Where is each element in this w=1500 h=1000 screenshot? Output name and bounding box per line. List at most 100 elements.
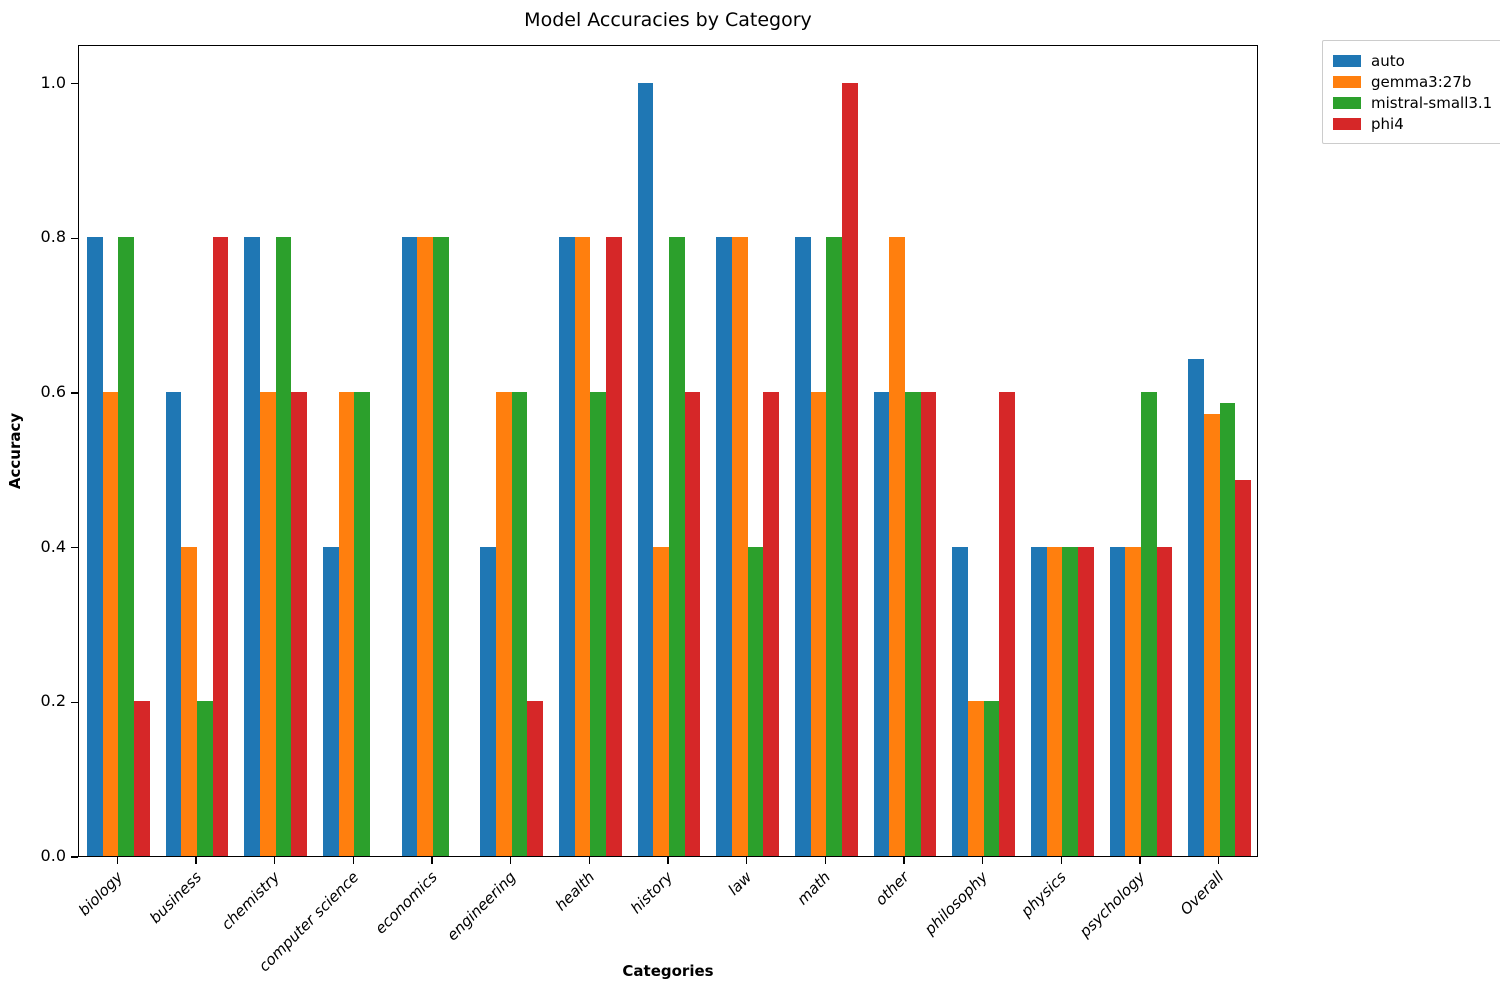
bar-group xyxy=(472,46,551,856)
x-tick-label: law xyxy=(724,868,756,899)
y-tick-mark xyxy=(71,82,78,85)
bar xyxy=(275,237,292,856)
x-tick-mark xyxy=(1139,857,1141,864)
bar xyxy=(102,392,119,856)
y-tick-mark xyxy=(71,392,78,394)
bar xyxy=(842,82,858,856)
bar xyxy=(511,392,528,856)
y-tick-mark xyxy=(71,701,78,704)
y-tick-label: 0.8 xyxy=(40,227,66,247)
bar xyxy=(873,392,890,856)
bar xyxy=(1046,546,1063,856)
bar xyxy=(684,392,701,856)
x-tick-mark xyxy=(824,857,827,864)
x-tick-mark xyxy=(903,857,905,864)
legend-item[interactable]: mistral-small3.1 xyxy=(1333,92,1492,113)
bar-group xyxy=(1023,46,1102,856)
x-tick-label: Overall xyxy=(1176,868,1228,919)
legend-item[interactable]: phi4 xyxy=(1333,113,1492,134)
bar-group xyxy=(158,46,237,856)
bar xyxy=(668,237,685,856)
x-tick-label: chemistry xyxy=(217,868,284,934)
bar xyxy=(1188,358,1204,856)
x-tick-mark xyxy=(195,857,197,864)
bar xyxy=(1156,546,1173,856)
x-tick-mark xyxy=(588,857,591,864)
bar-group xyxy=(79,46,158,856)
bar xyxy=(826,237,843,856)
bar-group xyxy=(315,46,394,856)
bar xyxy=(747,546,764,856)
legend-label: mistral-small3.1 xyxy=(1371,93,1493,112)
bar xyxy=(763,392,780,856)
chart-legend: auto gemma3:27b mistral-small3.1 phi4 xyxy=(1322,40,1500,144)
y-tick-label: 0.2 xyxy=(40,691,66,711)
bar-group xyxy=(551,46,630,856)
bar xyxy=(401,237,418,856)
bar-group xyxy=(236,46,315,856)
bar xyxy=(731,237,748,856)
y-tick-label: 1.0 xyxy=(40,72,66,92)
bar xyxy=(1062,546,1079,856)
bar xyxy=(637,82,654,856)
legend-label: gemma3:27b xyxy=(1371,72,1472,91)
bar-group xyxy=(708,46,787,856)
bar xyxy=(495,392,512,856)
x-tick-mark xyxy=(667,857,669,864)
bar xyxy=(118,237,135,856)
legend-item[interactable]: gemma3:27b xyxy=(1333,71,1492,92)
x-tick-label: economics xyxy=(371,868,441,938)
x-tick-label: biology xyxy=(74,868,127,920)
bar xyxy=(1125,546,1141,856)
legend-item[interactable]: auto xyxy=(1333,50,1492,71)
bar xyxy=(1030,546,1047,856)
legend-label: phi4 xyxy=(1371,114,1404,133)
x-tick-mark xyxy=(509,857,512,864)
bar xyxy=(794,237,811,856)
y-tick-label: 0.6 xyxy=(40,382,66,401)
x-tick-mark xyxy=(273,857,276,864)
bar xyxy=(181,546,197,856)
bar-group xyxy=(394,46,473,856)
x-tick-mark xyxy=(1217,857,1220,864)
x-tick-label: psychology xyxy=(1075,868,1149,941)
y-axis-ticks: 0.0 0.2 0.4 0.6 0.8 1.0 xyxy=(0,45,78,865)
x-tick-label: engineering xyxy=(443,868,520,945)
x-tick-label: math xyxy=(793,868,835,909)
x-tick-label: history xyxy=(627,868,677,918)
bar xyxy=(999,392,1016,856)
bar xyxy=(417,237,433,856)
bar xyxy=(1203,414,1220,856)
bar xyxy=(212,237,229,856)
bar xyxy=(86,237,103,856)
bar xyxy=(322,546,339,856)
bars-layer xyxy=(79,46,1257,856)
bar xyxy=(1140,392,1157,856)
bar xyxy=(1219,402,1236,856)
bar xyxy=(716,237,732,856)
legend-swatch-icon xyxy=(1333,75,1361,88)
bar-group xyxy=(787,46,866,856)
x-tick-label: philosophy xyxy=(921,868,992,939)
bar xyxy=(967,701,984,856)
bar xyxy=(432,237,449,856)
x-axis-ticks: biology business chemistry computer science… xyxy=(74,857,1258,975)
x-tick-mark xyxy=(745,857,748,864)
legend-swatch-icon xyxy=(1333,117,1361,130)
x-tick-label: business xyxy=(145,868,205,927)
bar xyxy=(165,392,182,856)
bar xyxy=(480,546,496,856)
x-tick-mark xyxy=(431,857,433,864)
bar xyxy=(527,701,544,856)
chart-title: Model Accuracies by Category xyxy=(524,9,812,31)
y-tick-mark xyxy=(71,856,78,858)
x-axis-label: Categories xyxy=(622,962,714,980)
bar-group xyxy=(1102,46,1181,856)
legend-label: auto xyxy=(1371,51,1405,70)
bar xyxy=(889,237,905,856)
bar xyxy=(983,701,1000,856)
bar xyxy=(904,392,921,856)
x-tick-mark xyxy=(116,857,119,864)
bar xyxy=(653,546,669,856)
